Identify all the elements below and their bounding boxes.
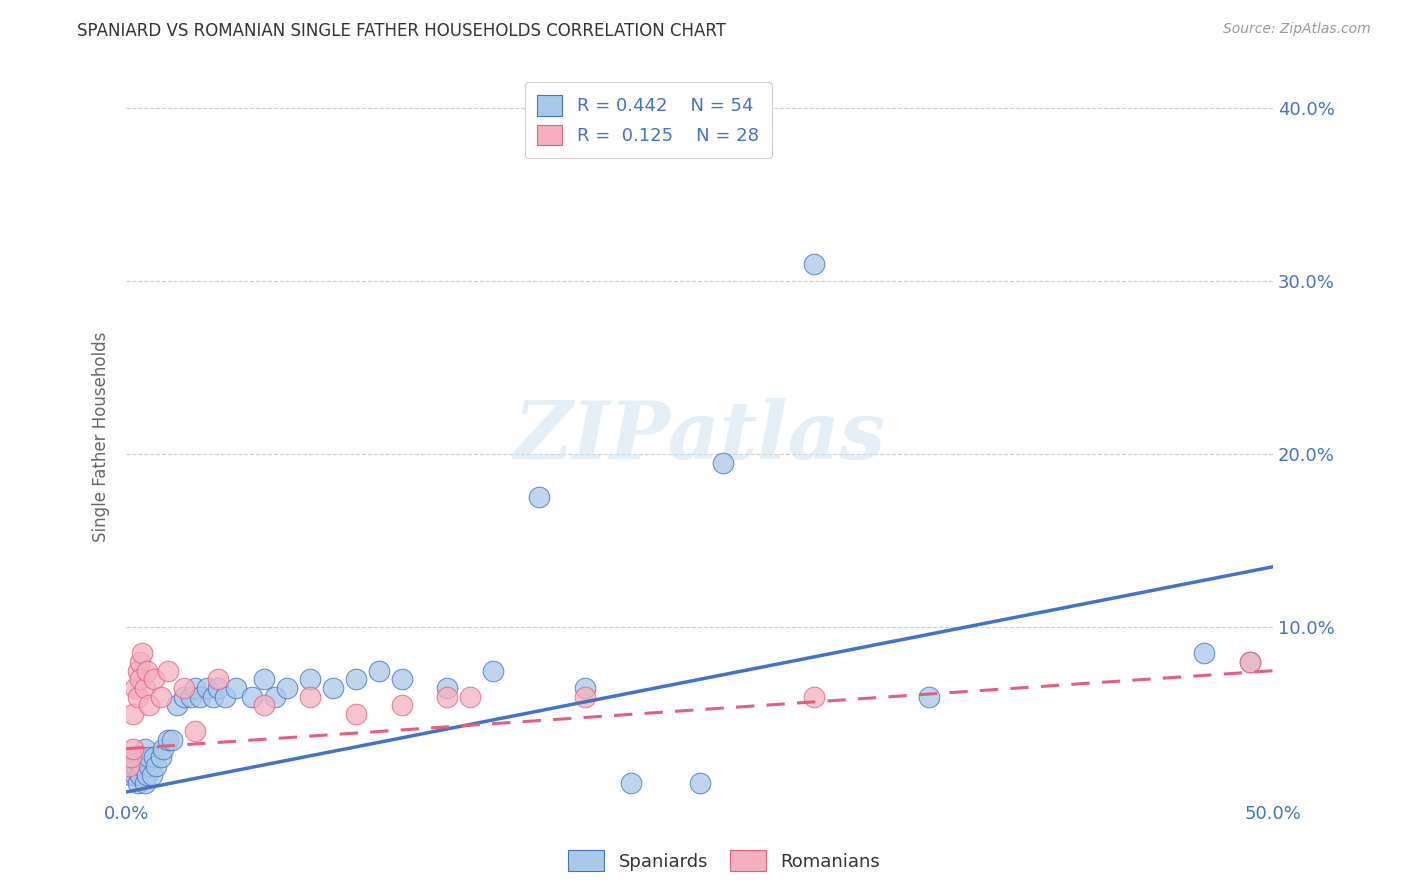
Point xyxy=(264,690,287,704)
Point xyxy=(202,690,225,704)
Point xyxy=(391,698,413,713)
Point xyxy=(131,759,153,773)
Point xyxy=(322,681,344,695)
Point xyxy=(122,741,145,756)
Point xyxy=(803,690,825,704)
Point xyxy=(367,664,389,678)
Point xyxy=(131,646,153,660)
Point xyxy=(131,750,153,764)
Point xyxy=(129,767,152,781)
Text: SPANIARD VS ROMANIAN SINGLE FATHER HOUSEHOLDS CORRELATION CHART: SPANIARD VS ROMANIAN SINGLE FATHER HOUSE… xyxy=(77,22,727,40)
Point xyxy=(1192,646,1215,660)
Point xyxy=(184,724,207,739)
Point xyxy=(149,690,172,704)
Point xyxy=(129,655,152,669)
Point xyxy=(184,681,207,695)
Point xyxy=(298,673,321,687)
Point xyxy=(152,741,174,756)
Point xyxy=(129,673,152,687)
Point xyxy=(134,741,156,756)
Point xyxy=(207,673,229,687)
Point xyxy=(127,690,149,704)
Point xyxy=(124,681,146,695)
Point xyxy=(117,759,139,773)
Point xyxy=(574,690,596,704)
Point xyxy=(276,681,298,695)
Point xyxy=(129,759,152,773)
Point xyxy=(156,664,179,678)
Text: Source: ZipAtlas.com: Source: ZipAtlas.com xyxy=(1223,22,1371,37)
Y-axis label: Single Father Households: Single Father Households xyxy=(93,332,110,542)
Point xyxy=(142,673,165,687)
Point xyxy=(620,776,643,790)
Point xyxy=(134,776,156,790)
Point xyxy=(127,750,149,764)
Point xyxy=(120,767,142,781)
Point xyxy=(160,733,183,747)
Point xyxy=(253,673,276,687)
Point xyxy=(122,759,145,773)
Point xyxy=(1239,655,1261,669)
Point xyxy=(127,664,149,678)
Point xyxy=(142,750,165,764)
Point xyxy=(436,690,458,704)
Point xyxy=(460,690,482,704)
Point xyxy=(156,733,179,747)
Point xyxy=(138,759,160,773)
Point xyxy=(711,456,734,470)
Point xyxy=(298,690,321,704)
Point xyxy=(122,706,145,721)
Point xyxy=(173,681,195,695)
Point xyxy=(138,750,160,764)
Point xyxy=(436,681,458,695)
Point xyxy=(124,759,146,773)
Point xyxy=(117,759,139,773)
Point xyxy=(136,664,159,678)
Point xyxy=(166,698,188,713)
Point xyxy=(120,750,142,764)
Point xyxy=(173,690,195,704)
Point xyxy=(803,256,825,270)
Point xyxy=(242,690,264,704)
Point xyxy=(138,698,160,713)
Point xyxy=(1239,655,1261,669)
Legend: Spaniards, Romanians: Spaniards, Romanians xyxy=(561,843,887,879)
Point xyxy=(918,690,941,704)
Point xyxy=(127,776,149,790)
Point xyxy=(344,706,367,721)
Point xyxy=(141,767,163,781)
Point xyxy=(195,681,218,695)
Point xyxy=(124,767,146,781)
Legend: R = 0.442    N = 54, R =  0.125    N = 28: R = 0.442 N = 54, R = 0.125 N = 28 xyxy=(524,82,772,158)
Point xyxy=(134,681,156,695)
Point xyxy=(574,681,596,695)
Point xyxy=(188,690,211,704)
Point xyxy=(527,491,550,505)
Point xyxy=(122,750,145,764)
Point xyxy=(344,673,367,687)
Point xyxy=(689,776,711,790)
Point xyxy=(253,698,276,713)
Point xyxy=(225,681,247,695)
Point xyxy=(482,664,505,678)
Point xyxy=(214,690,236,704)
Point xyxy=(391,673,413,687)
Point xyxy=(149,750,172,764)
Point xyxy=(207,681,229,695)
Point xyxy=(136,767,159,781)
Point xyxy=(180,690,202,704)
Text: ZIPatlas: ZIPatlas xyxy=(513,398,886,475)
Point xyxy=(145,759,167,773)
